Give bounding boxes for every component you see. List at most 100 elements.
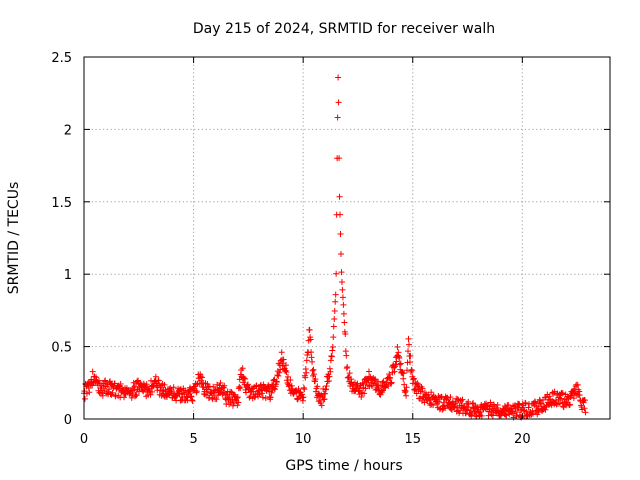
data-point bbox=[86, 389, 93, 396]
data-point bbox=[278, 349, 285, 356]
data-point bbox=[333, 270, 340, 277]
data-point bbox=[559, 390, 566, 397]
data-point bbox=[430, 402, 437, 409]
data-point bbox=[331, 315, 338, 322]
data-point bbox=[581, 405, 588, 412]
data-point bbox=[557, 395, 564, 402]
data-point bbox=[405, 335, 412, 342]
data-point bbox=[344, 364, 351, 371]
data-point bbox=[567, 401, 574, 408]
data-point bbox=[407, 352, 414, 359]
data-point bbox=[477, 408, 484, 415]
data-points bbox=[81, 74, 589, 421]
data-point bbox=[406, 359, 413, 366]
data-point bbox=[302, 374, 309, 381]
y-tick-labels: 0 0.5 1 1.5 2 2.5 bbox=[51, 51, 72, 428]
data-point bbox=[582, 409, 589, 416]
data-point bbox=[397, 360, 404, 367]
data-point bbox=[346, 370, 353, 377]
plot-area-frame bbox=[83, 56, 611, 420]
x-tick-label: 5 bbox=[189, 432, 197, 447]
data-point bbox=[295, 385, 302, 392]
data-point bbox=[284, 373, 291, 380]
data-point bbox=[375, 378, 382, 385]
data-point bbox=[328, 353, 335, 360]
data-point bbox=[396, 361, 403, 368]
data-point bbox=[283, 362, 290, 369]
data-point bbox=[306, 326, 313, 333]
data-point bbox=[310, 371, 317, 378]
data-point bbox=[506, 411, 513, 418]
data-point bbox=[412, 386, 419, 393]
data-point bbox=[268, 389, 275, 396]
data-point bbox=[403, 384, 410, 391]
data-point bbox=[570, 395, 577, 402]
data-point bbox=[361, 390, 368, 397]
data-point bbox=[234, 394, 241, 401]
data-point bbox=[161, 381, 168, 388]
data-point bbox=[457, 407, 464, 414]
data-point bbox=[89, 368, 96, 375]
data-point bbox=[403, 392, 410, 399]
data-point bbox=[516, 401, 523, 408]
data-point bbox=[327, 368, 334, 375]
data-point bbox=[447, 394, 454, 401]
data-point bbox=[217, 380, 224, 387]
data-point bbox=[193, 388, 200, 395]
data-point bbox=[332, 291, 339, 298]
data-point bbox=[338, 278, 345, 285]
data-point bbox=[133, 392, 140, 399]
data-point bbox=[308, 349, 315, 356]
data-point bbox=[470, 400, 477, 407]
data-point bbox=[267, 394, 274, 401]
data-point bbox=[309, 367, 316, 374]
data-point bbox=[532, 399, 539, 406]
y-tick-label: 2 bbox=[64, 123, 72, 138]
data-point bbox=[459, 396, 466, 403]
data-point bbox=[189, 397, 196, 404]
data-point bbox=[405, 341, 412, 348]
data-point bbox=[528, 411, 535, 418]
x-tick-label: 0 bbox=[80, 432, 88, 447]
data-point bbox=[444, 394, 451, 401]
data-point bbox=[332, 298, 339, 305]
data-point bbox=[301, 386, 308, 393]
data-point bbox=[400, 370, 407, 377]
data-point bbox=[388, 379, 395, 386]
data-point bbox=[246, 394, 253, 401]
data-point bbox=[339, 286, 346, 293]
data-point bbox=[300, 394, 307, 401]
data-point bbox=[318, 402, 325, 409]
data-point bbox=[428, 401, 435, 408]
data-point bbox=[340, 301, 347, 308]
data-point bbox=[107, 378, 114, 385]
data-point bbox=[280, 356, 287, 363]
data-point bbox=[237, 385, 244, 392]
data-point bbox=[343, 352, 350, 359]
data-point bbox=[503, 412, 510, 419]
data-point bbox=[106, 386, 113, 393]
data-point bbox=[262, 395, 269, 402]
data-point bbox=[336, 193, 343, 200]
data-point bbox=[334, 114, 341, 121]
x-axis-label: GPS time / hours bbox=[285, 458, 402, 474]
data-point bbox=[250, 385, 257, 392]
data-point bbox=[518, 414, 525, 421]
data-point bbox=[259, 394, 266, 401]
data-point bbox=[408, 367, 415, 374]
data-point bbox=[330, 334, 337, 341]
data-point bbox=[235, 399, 242, 406]
data-point bbox=[303, 369, 310, 376]
data-point bbox=[337, 211, 344, 218]
data-point bbox=[341, 319, 348, 326]
data-point bbox=[558, 389, 565, 396]
data-point bbox=[478, 412, 485, 419]
y-tick-label: 1 bbox=[64, 268, 72, 283]
data-point bbox=[405, 348, 412, 355]
data-point bbox=[400, 375, 407, 382]
data-point bbox=[581, 397, 588, 404]
data-point bbox=[243, 389, 250, 396]
data-point bbox=[273, 378, 280, 385]
x-tick-label: 15 bbox=[404, 432, 421, 447]
